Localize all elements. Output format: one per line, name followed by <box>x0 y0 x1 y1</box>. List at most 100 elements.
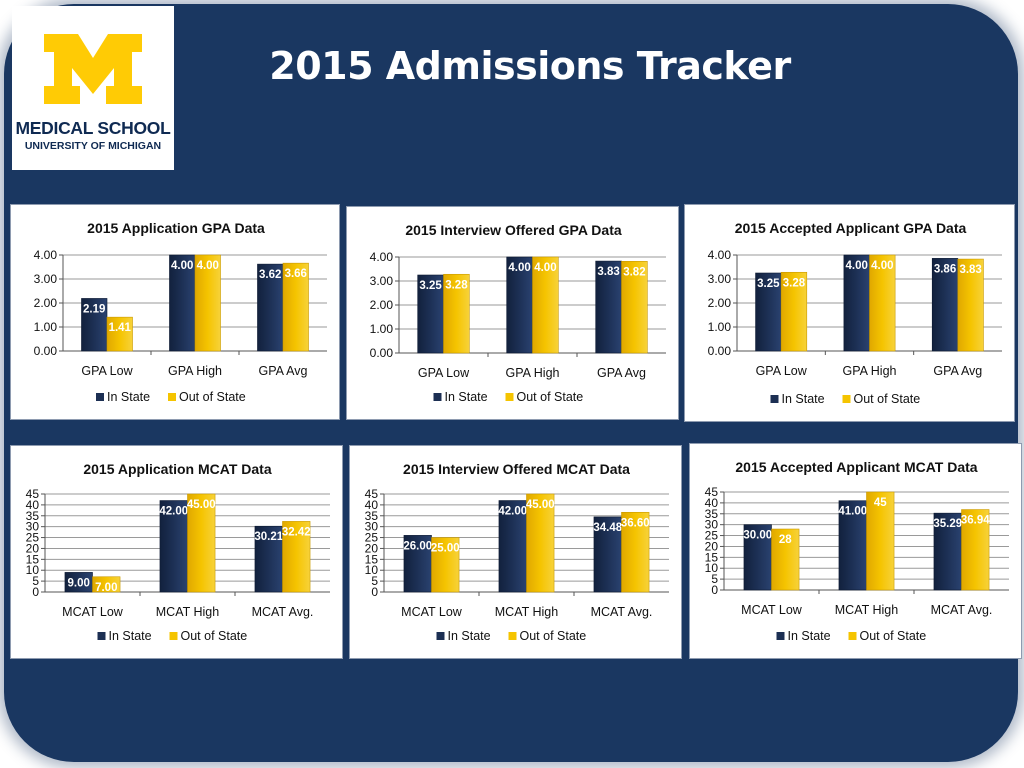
y-tick-label: 20 <box>26 541 40 555</box>
y-tick-label: 2.00 <box>708 296 732 310</box>
legend-swatch-out-of-state <box>169 632 178 640</box>
x-category-label: MCAT High <box>495 605 558 619</box>
data-label: 9.00 <box>68 577 90 589</box>
bar-out-of-state <box>526 493 555 593</box>
chart-title: 2015 Interview Offered MCAT Data <box>403 461 630 477</box>
x-category-label: GPA Avg <box>933 364 982 378</box>
page-title: 2015 Admissions Tracker <box>269 44 791 88</box>
chart-interview-gpa: 2015 Interview Offered GPA Data 0.00 1.00 2… <box>370 222 666 404</box>
legend-swatch-in-state <box>770 395 779 403</box>
x-category-label: MCAT Low <box>741 603 803 617</box>
chart-panel-interview-mcat: 2015 Interview Offered MCAT Data 0 5 10 15 20… <box>349 445 682 659</box>
logo-text-university: UNIVERSITY OF MICHIGAN <box>24 140 162 152</box>
data-label: 3.86 <box>934 263 956 275</box>
bar-out-of-state <box>961 509 990 591</box>
chart-interview-mcat: 2015 Interview Offered MCAT Data 05101520… <box>365 461 669 643</box>
y-tick-label: 0 <box>371 585 378 599</box>
data-label: 4.00 <box>508 262 530 274</box>
y-tick-label: 40 <box>365 498 379 512</box>
y-tick-label: 3.00 <box>370 274 394 288</box>
bar-in-state <box>593 516 622 593</box>
y-tick-label: 3.00 <box>708 272 732 286</box>
data-label: 3.25 <box>757 278 780 290</box>
data-label: 3.62 <box>259 269 281 281</box>
y-tick-label: 30 <box>365 520 379 534</box>
data-label: 4.00 <box>845 260 867 272</box>
data-label: 45.00 <box>187 499 216 511</box>
x-category-label: MCAT Avg. <box>591 605 653 619</box>
y-tick-label: 1.00 <box>708 320 732 334</box>
y-tick-label: 10 <box>365 563 379 577</box>
data-label: 45.00 <box>526 499 555 511</box>
data-label: 3.66 <box>285 268 307 280</box>
bar-in-state <box>498 500 527 593</box>
y-tick-label: 4.00 <box>370 250 394 264</box>
x-category-label: MCAT Low <box>401 605 463 619</box>
bar-out-of-state <box>771 528 800 591</box>
y-tick-label: 40 <box>705 496 719 510</box>
chart-accepted-gpa: 2015 Accepted Applicant GPA Data 0.00 1.00… <box>708 220 1002 406</box>
data-label: 42.00 <box>498 506 527 518</box>
data-label: 45 <box>874 497 887 509</box>
bar-out-of-state <box>106 316 133 352</box>
data-label: 36.60 <box>621 517 650 529</box>
x-category-label: MCAT High <box>156 605 219 619</box>
y-tick-label: 20 <box>705 539 719 553</box>
legend-swatch-out-of-state <box>505 393 514 401</box>
data-label: 34.48 <box>593 522 622 534</box>
x-category-label: GPA Low <box>756 364 808 378</box>
y-tick-label: 0 <box>32 585 39 599</box>
y-tick-label: 35 <box>26 509 40 523</box>
bar-in-state <box>933 512 962 591</box>
y-tick-label: 10 <box>26 563 40 577</box>
data-label: 4.00 <box>197 260 219 272</box>
data-label: 4.00 <box>871 260 893 272</box>
y-tick-label: 35 <box>705 507 719 521</box>
data-label: 26.00 <box>403 540 432 552</box>
data-label: 42.00 <box>159 506 188 518</box>
data-label: 3.83 <box>597 266 619 278</box>
bar-out-of-state <box>194 254 221 352</box>
data-label: 3.83 <box>959 264 981 276</box>
y-tick-label: 1.00 <box>34 320 58 334</box>
data-label: 7.00 <box>95 582 117 594</box>
bar-out-of-state <box>92 576 121 593</box>
y-tick-label: 35 <box>365 509 379 523</box>
y-tick-label: 15 <box>365 552 379 566</box>
legend-label-out-of-state: Out of State <box>860 629 927 643</box>
y-tick-label: 4.00 <box>34 248 58 262</box>
legend-swatch-out-of-state <box>168 393 176 401</box>
y-tick-label: 25 <box>26 531 40 545</box>
bar-out-of-state <box>187 493 216 593</box>
data-label: 3.28 <box>783 277 806 289</box>
bar-in-state <box>403 535 432 593</box>
chart-title: 2015 Interview Offered GPA Data <box>405 222 622 238</box>
x-category-label: GPA High <box>168 364 222 378</box>
block-m-logo-icon <box>44 34 142 104</box>
bar-out-of-state <box>957 258 984 352</box>
legend-label-in-state: In State <box>788 629 831 643</box>
y-tick-label: 2.00 <box>34 296 58 310</box>
y-tick-label: 0 <box>711 583 718 597</box>
legend-swatch-in-state <box>436 632 445 640</box>
y-tick-label: 5 <box>371 574 378 588</box>
y-tick-label: 5 <box>32 574 39 588</box>
y-tick-label: 0.00 <box>34 344 58 358</box>
x-category-label: MCAT Avg. <box>931 603 993 617</box>
legend-label-out-of-state: Out of State <box>520 629 587 643</box>
x-category-label: GPA Low <box>418 366 470 380</box>
y-tick-label: 0.00 <box>370 346 394 360</box>
chart-accepted-mcat: 2015 Accepted Applicant MCAT Data0510152… <box>705 459 1009 643</box>
chart-title: 2015 Application MCAT Data <box>83 461 271 477</box>
legend-label-out-of-state: Out of State <box>517 390 584 404</box>
logo-text-medical-school: MEDICAL SCHOOL <box>15 118 171 138</box>
data-label: 4.00 <box>534 262 556 274</box>
y-tick-label: 10 <box>705 561 719 575</box>
x-category-label: GPA High <box>506 366 560 380</box>
y-tick-label: 45 <box>365 487 379 501</box>
bar-in-state <box>595 260 622 354</box>
bar-in-state <box>755 272 782 352</box>
bar-out-of-state <box>431 537 460 593</box>
data-label: 32.42 <box>282 526 311 538</box>
y-tick-label: 15 <box>26 552 40 566</box>
